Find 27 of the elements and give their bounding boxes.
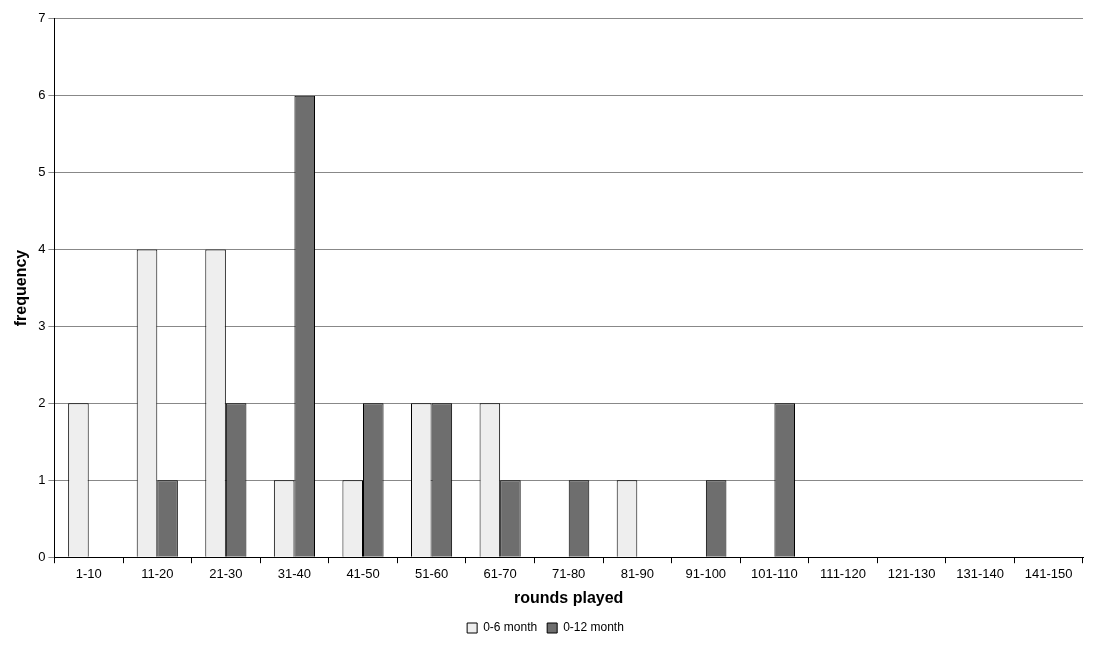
- y-tick-label: 2: [38, 394, 46, 410]
- y-tick-label: 1: [38, 471, 46, 487]
- legend-label: 0-12 month: [563, 620, 624, 635]
- x-tick-label: 101-110: [751, 565, 798, 581]
- y-tick-label: 0: [38, 548, 46, 564]
- x-tick-label: 121-130: [887, 565, 936, 581]
- legend-label: 0-6 month: [483, 620, 538, 635]
- x-tick-label: 41-50: [346, 565, 380, 581]
- x-tick-label: 81-90: [620, 565, 654, 581]
- x-tick-label: 11-20: [141, 565, 174, 581]
- x-tick-label: 71-80: [552, 565, 586, 581]
- x-tick-label: 1-10: [75, 565, 102, 581]
- x-tick-label: 111-120: [820, 565, 866, 581]
- x-tick-label: 91-100: [685, 565, 727, 581]
- x-axis-title: rounds played: [514, 588, 624, 606]
- x-tick-label: 131-140: [956, 565, 1004, 581]
- x-tick-label: 61-70: [483, 565, 517, 581]
- x-tick-label: 141-150: [1024, 565, 1073, 581]
- x-tick-label: 51-60: [414, 565, 449, 581]
- x-tick-label: 31-40: [277, 565, 312, 581]
- y-tick-label: 3: [38, 318, 46, 334]
- y-tick-label: 4: [38, 241, 46, 257]
- x-tick-label: 21-30: [209, 565, 243, 581]
- y-tick-label: 6: [38, 87, 46, 103]
- y-tick-label: 5: [38, 164, 46, 180]
- y-tick-label: 7: [38, 10, 46, 26]
- y-axis-title: frequency: [12, 249, 30, 327]
